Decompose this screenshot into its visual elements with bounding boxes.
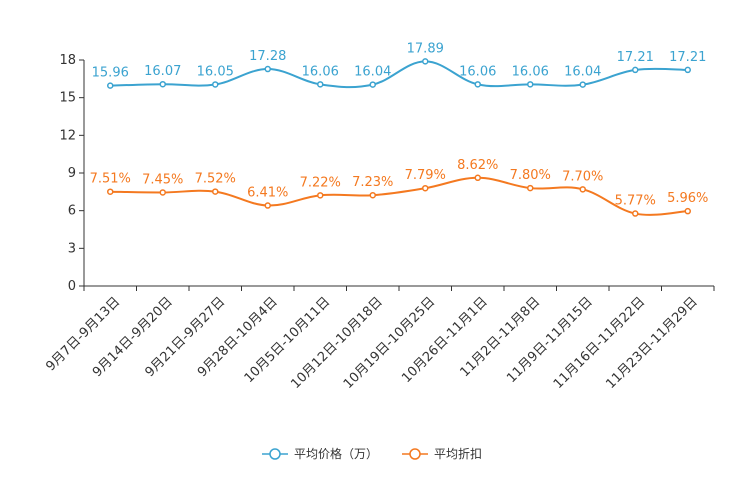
data-point [632, 66, 639, 74]
data-label: 7.80% [510, 168, 551, 183]
data-point [212, 81, 219, 88]
data-label: 7.70% [562, 169, 603, 184]
data-point [107, 188, 114, 195]
y-tick-label: 3 [68, 241, 76, 256]
data-label: 7.52% [195, 172, 236, 187]
data-label: 6.41% [247, 186, 288, 201]
data-label: 17.21 [669, 50, 706, 65]
y-tick-label: 12 [59, 128, 76, 143]
data-label: 16.04 [564, 65, 601, 80]
x-tick-label: 11月23日-11月29日 [603, 294, 700, 391]
data-label: 17.21 [617, 50, 654, 65]
data-point [474, 174, 481, 182]
legend[interactable]: 平均价格（万） 平均折扣 [262, 446, 482, 461]
data-point [474, 81, 481, 88]
x-tick-label: 11月16日-11月22日 [551, 294, 648, 391]
data-label: 5.77% [615, 194, 656, 209]
data-point [317, 192, 324, 199]
legend-label: 平均折扣 [434, 446, 482, 461]
series-1: 7.51% 7.45% 7.52% 6.41% 7.22% 7.23% 7.79% 8.62%… [90, 158, 708, 217]
data-label: 7.23% [352, 175, 393, 190]
legend-label: 平均价格（万） [294, 446, 378, 461]
data-label: 8.62% [457, 158, 498, 173]
series-line [110, 60, 688, 89]
data-point [579, 81, 586, 88]
data-point [107, 82, 114, 89]
data-label: 16.06 [459, 64, 496, 79]
y-tick-label: 9 [68, 166, 76, 181]
data-label: 15.96 [92, 66, 129, 81]
series-line [110, 176, 688, 216]
data-point [317, 81, 324, 88]
data-point [212, 188, 219, 195]
data-point [264, 202, 271, 209]
data-point [264, 65, 271, 73]
data-label: 16.04 [354, 65, 391, 80]
data-point [527, 81, 534, 88]
y-tick-label: 18 [59, 53, 76, 68]
data-label: 17.28 [249, 49, 286, 64]
legend-marker-icon [269, 448, 281, 460]
x-tick-label: 10月19日-10月25日 [341, 294, 438, 391]
legend-marker-icon [409, 448, 421, 460]
data-point [422, 184, 429, 192]
data-point [632, 210, 639, 217]
data-point [369, 191, 376, 199]
data-point [684, 66, 691, 74]
data-label: 17.89 [407, 41, 444, 56]
data-point [159, 80, 166, 88]
data-label: 16.06 [302, 64, 339, 79]
data-label: 7.22% [300, 175, 341, 190]
data-point [422, 58, 429, 65]
data-label: 7.51% [90, 172, 131, 187]
axes: 03691215189月7日-9月13日9月14日-9月20日9月21日-9月2… [43, 53, 715, 392]
data-label: 16.05 [197, 64, 234, 79]
series-layer: 15.96 16.07 16.05 17.28 16.06 16.04 17.89 16.06… [90, 41, 708, 217]
data-point [527, 184, 534, 192]
data-label: 16.07 [144, 64, 181, 79]
data-label: 7.79% [405, 168, 446, 183]
data-point [369, 81, 376, 88]
data-label: 16.06 [512, 64, 549, 79]
data-point [684, 207, 691, 215]
legend-item-1[interactable]: 平均折扣 [402, 446, 482, 461]
x-tick-label: 10月12日-10月18日 [288, 294, 385, 391]
legend-item-0[interactable]: 平均价格（万） [262, 446, 378, 461]
series-0: 15.96 16.07 16.05 17.28 16.06 16.04 17.89 16.06… [92, 41, 706, 89]
data-point [159, 189, 166, 196]
y-tick-label: 15 [59, 91, 76, 106]
data-label: 5.96% [667, 191, 708, 206]
data-point [579, 186, 586, 193]
y-tick-label: 6 [68, 204, 76, 219]
data-label: 7.45% [142, 172, 183, 187]
y-tick-label: 0 [68, 279, 76, 294]
